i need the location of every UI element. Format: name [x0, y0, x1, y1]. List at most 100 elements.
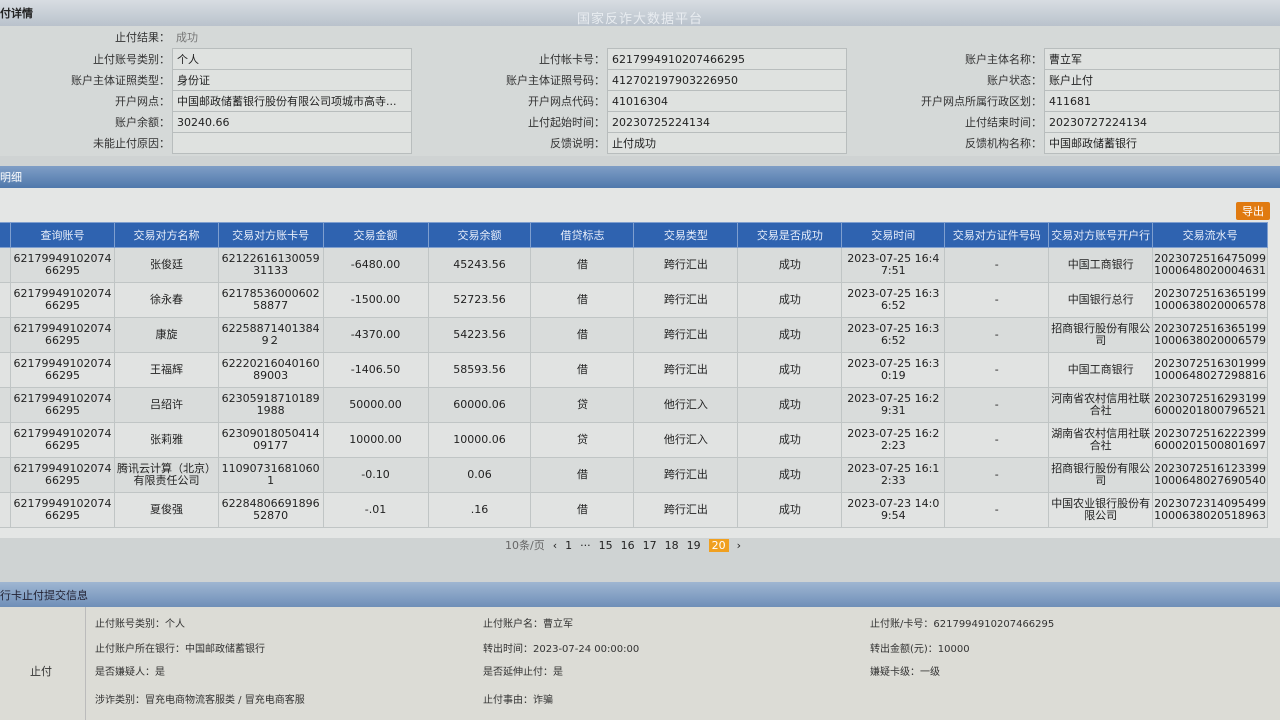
table-cell: 10000.06: [427, 422, 532, 458]
table-cell: 张俊廷: [114, 247, 219, 283]
acct-type-label: 止付账号类别：: [93, 53, 170, 66]
page-15[interactable]: 15: [598, 538, 613, 552]
column-header[interactable]: 借贷标志: [530, 222, 635, 248]
submit-field: 止付账/卡号：6217994910207466295: [870, 619, 1055, 630]
watermark: 国家反诈大数据平台: [576, 12, 703, 27]
table-cell: 湖南省农村信用社联合社: [1048, 422, 1154, 458]
page-16[interactable]: 16: [620, 538, 635, 552]
column-header[interactable]: 交易时间: [841, 222, 946, 248]
org-label: 反馈机构名称：: [965, 137, 1042, 150]
submit-field: 止付事由：诈骗: [483, 695, 553, 706]
page-current[interactable]: 20: [708, 538, 729, 552]
table-cell: 张莉雅: [114, 422, 219, 458]
end-label: 止付结束时间：: [965, 116, 1042, 129]
table-cell: -: [944, 317, 1050, 353]
table-cell: 借: [530, 352, 635, 388]
table-row[interactable]: 6217994910207466295 夏俊强 622848066918965287…: [0, 492, 1268, 528]
table-cell: 6217994910207466295: [9, 317, 116, 353]
table-cell: 成功: [737, 282, 843, 318]
table-cell: 6217994910207466295: [9, 457, 116, 493]
table-cell: 中国银行总行: [1048, 282, 1154, 318]
column-header[interactable]: 交易对方名称: [114, 222, 219, 248]
table-row[interactable]: 6217994910207466295 徐永春 621785360006025887…: [0, 282, 1268, 318]
table-cell: 6228480669189652870: [217, 492, 324, 528]
row-index-cell: [0, 492, 11, 528]
page-18[interactable]: 18: [664, 538, 679, 552]
submit-field: 止付账户所在银行：中国邮政储蓄银行: [95, 644, 265, 655]
table-cell: 河南省农村信用社联合社: [1048, 387, 1154, 423]
column-header[interactable]: 交易金额: [322, 222, 429, 248]
table-cell: 622588714013849２: [217, 317, 324, 353]
result-value: 成功: [176, 31, 198, 44]
table-row[interactable]: 6217994910207466295 吕绍许 6230591871018919​8…: [0, 387, 1268, 423]
fail-reason-value: [172, 132, 412, 154]
table-cell: 6217994910207466295: [9, 247, 116, 283]
table-cell: -: [944, 422, 1050, 458]
column-header[interactable]: 查询账号: [9, 222, 116, 248]
branch-label: 开户网点：: [115, 95, 170, 108]
result-label: 止付结果：: [115, 31, 170, 44]
table-cell: 借: [530, 457, 635, 493]
table-cell: 成功: [737, 317, 843, 353]
table-cell: 54223.56: [427, 317, 532, 353]
detail-form: 止付结果： 成功 止付账号类别： 个人 账户主体证照类型： 身份证 开户网点： …: [0, 26, 1280, 156]
page-1[interactable]: 1: [565, 538, 573, 552]
row-index-cell: [0, 247, 11, 283]
table-row[interactable]: 6217994910207466295 张俊廷 621226161300593113…: [0, 247, 1268, 283]
column-header[interactable]: 交易对方账号开户行: [1048, 222, 1154, 248]
table-cell: 徐永春: [114, 282, 219, 318]
submit-field: 是否延伸止付：是: [483, 667, 563, 678]
card-label: 止付帐卡号：: [539, 53, 605, 66]
table-row[interactable]: 6217994910207466295 张莉雅 623090180504140917…: [0, 422, 1268, 458]
detail-title-bar: 付详情: [0, 0, 1280, 26]
table-cell: -6480.00: [322, 247, 429, 283]
table-cell: 成功: [737, 387, 843, 423]
submit-field: 嫌疑卡级：一级: [870, 667, 940, 678]
table-cell: 2023-07-25 16:36:52: [841, 282, 946, 318]
column-header[interactable]: 交易对方证件号码: [944, 222, 1050, 248]
table-cell: 58593.56: [427, 352, 532, 388]
submit-info: 止付 止付账号类别：个人 止付账户名：曹立军 止付账/卡号：621799491020…: [0, 607, 1280, 720]
column-header[interactable]: 交易对方账卡号: [217, 222, 324, 248]
table-cell: 招商银行股份有限公司: [1048, 457, 1154, 493]
table-cell: 20230725164750991000648020004631: [1152, 247, 1268, 283]
page-19[interactable]: 19: [686, 538, 701, 552]
page-17[interactable]: 17: [642, 538, 657, 552]
table-cell: .16: [427, 492, 532, 528]
table-cell: -4370.00: [322, 317, 429, 353]
table-cell: -: [944, 282, 1050, 318]
table-cell: 跨行汇出: [633, 457, 739, 493]
table-cell: 20230725163019991000648027298816: [1152, 352, 1268, 388]
table-cell: 康旋: [114, 317, 219, 353]
column-header[interactable]: 交易是否成功: [737, 222, 843, 248]
table-row[interactable]: 6217994910207466295 王福辉 622202160401608900…: [0, 352, 1268, 388]
table-cell: 2023-07-25 16:36:52: [841, 317, 946, 353]
prev-page-button[interactable]: ‹: [552, 538, 558, 552]
column-header[interactable]: 交易类型: [633, 222, 739, 248]
transaction-table: 查询账号 交易对方名称 交易对方账卡号 交易金额 交易余额 借贷标志 交易类型 交易是否成功交…: [0, 222, 1268, 528]
region-label: 开户网点所属行政区划：: [921, 95, 1042, 108]
table-cell: 成功: [737, 247, 843, 283]
table-cell: 20230725163651991000638020006579: [1152, 317, 1268, 353]
table-cell: 20230725162931996000201800796521: [1152, 387, 1268, 423]
pagination: 10条/页 ‹ 1 ··· 15 16 17 18 19 20 ›: [505, 537, 741, 553]
table-row[interactable]: 6217994910207466295 腾讯云计算（北京）有限责任公司 110907…: [0, 457, 1268, 493]
next-page-button[interactable]: ›: [736, 538, 742, 552]
table-cell: 王福辉: [114, 352, 219, 388]
table-cell: -.01: [322, 492, 429, 528]
export-button[interactable]: 导出: [1236, 202, 1270, 220]
divider: [85, 607, 86, 720]
page-size-select[interactable]: 10条/页: [505, 539, 545, 552]
column-header[interactable]: 交易流水号: [1152, 222, 1268, 248]
table-cell: 2023-07-25 16:47:51: [841, 247, 946, 283]
row-index-cell: [0, 282, 11, 318]
id-no-value: 412702197903226950: [607, 69, 847, 91]
table-cell: 6230591871018919​88: [217, 387, 324, 423]
column-header[interactable]: 交易余额: [427, 222, 532, 248]
table-cell: 6217853600060258877: [217, 282, 324, 318]
table-cell: 他行汇入: [633, 422, 739, 458]
fail-reason-label: 未能止付原因：: [93, 137, 170, 150]
page-ellipsis[interactable]: ···: [580, 538, 591, 552]
table-row[interactable]: 6217994910207466295 康旋 622588714013849２ -43…: [0, 317, 1268, 353]
submit-field: 止付账户名：曹立军: [483, 619, 573, 630]
